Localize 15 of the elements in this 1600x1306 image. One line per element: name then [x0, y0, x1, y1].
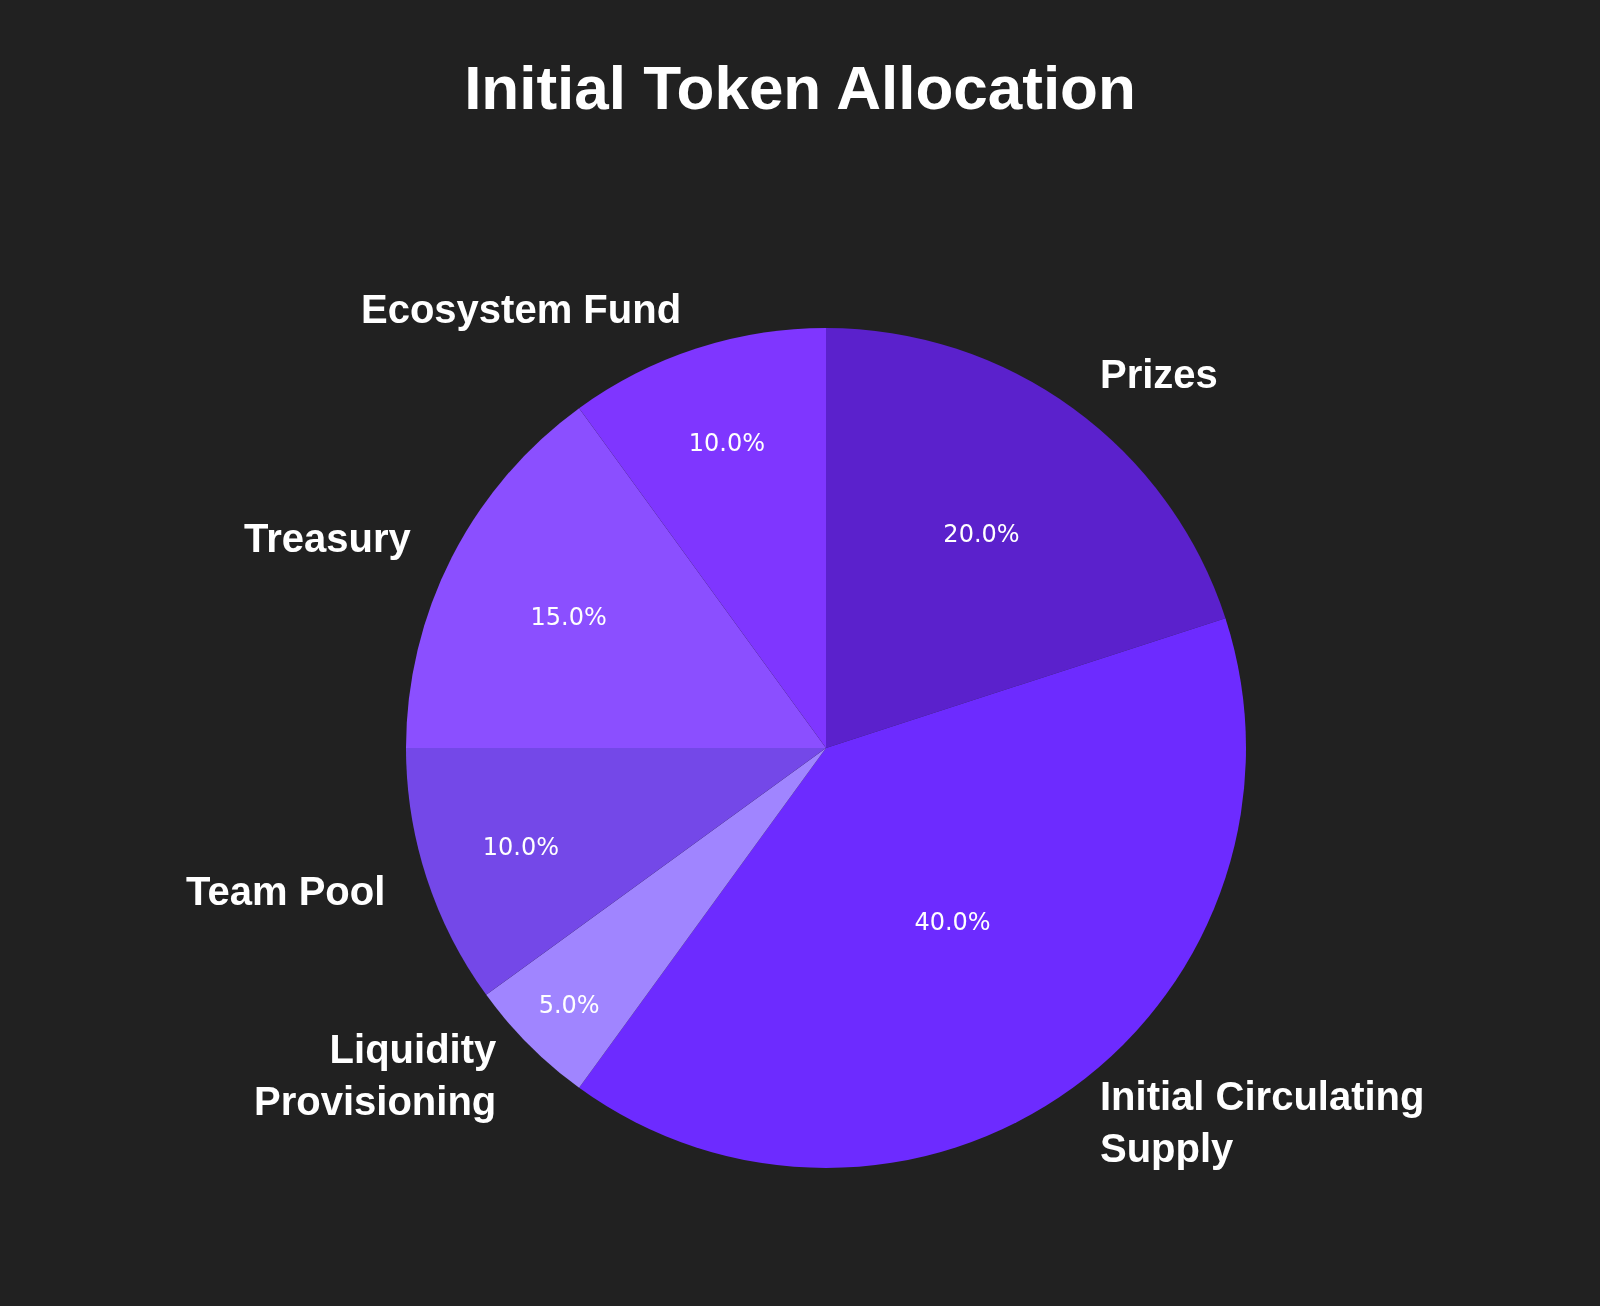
chart-title: Initial Token Allocation: [464, 52, 1136, 122]
slice-label: Prizes: [1100, 352, 1218, 396]
data-label: 10.0%: [688, 428, 765, 457]
data-label: 20.0%: [943, 520, 1020, 548]
slice-label: Initial Circulating Supply: [1100, 1074, 1425, 1170]
data-label: 40.0%: [914, 908, 991, 937]
slice-label: Liquidity Provisioning: [254, 1027, 497, 1123]
slice-label: Ecosystem Fund: [361, 287, 682, 331]
slice-label: Treasury: [244, 516, 412, 560]
pie-slice: [826, 328, 1226, 748]
data-label: 5.0%: [538, 990, 600, 1019]
slice-label: Team Pool: [186, 869, 386, 913]
pie-slice: [406, 748, 826, 995]
data-label: 15.0%: [530, 602, 607, 631]
data-label: 10.0%: [482, 833, 559, 862]
